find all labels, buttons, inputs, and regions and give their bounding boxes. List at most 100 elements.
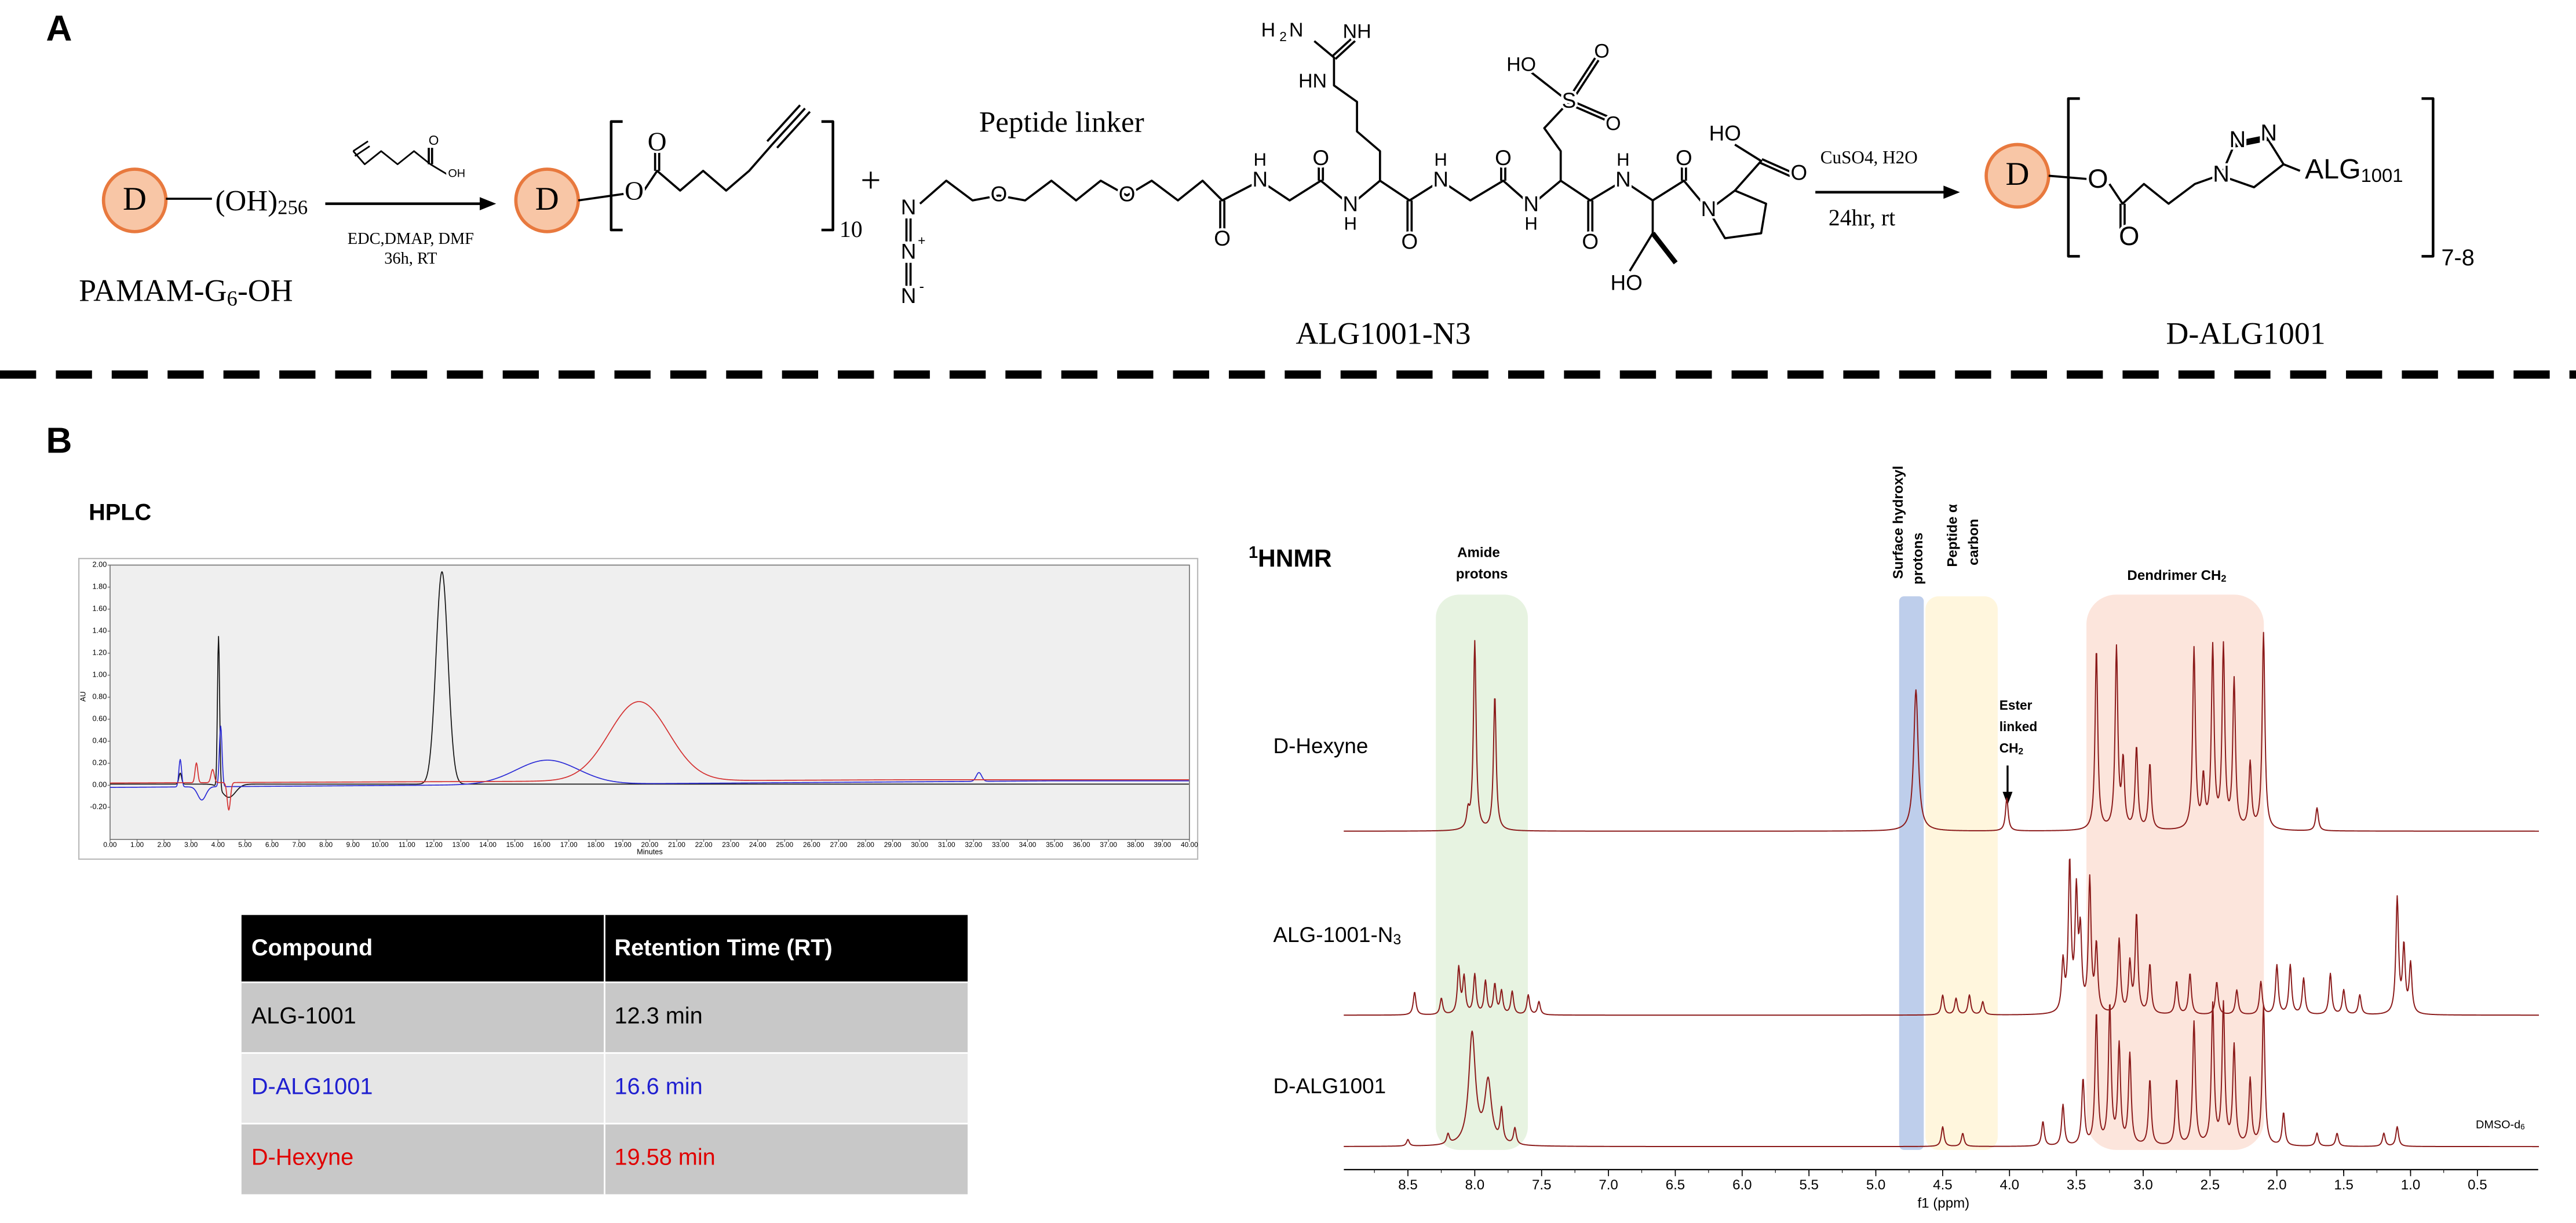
x-tick-label: 0.5 [2468, 1178, 2487, 1193]
x-tick-label: 37.00 [1100, 841, 1117, 849]
atom: HO [1506, 53, 1536, 75]
table-header-cell: Retention Time (RT) [614, 935, 832, 961]
atom: O [1214, 227, 1231, 250]
x-tick-label-part: 27.00 [830, 841, 848, 849]
x-tick-label: 30.00 [911, 841, 928, 849]
atom-part: H [1617, 149, 1630, 170]
atom-part: O [1790, 160, 1807, 184]
x-tick-label: 5.00 [238, 841, 252, 849]
table-cell: D-Hexyne [251, 1145, 353, 1170]
repeat-part: 10 [840, 217, 863, 242]
x-tick-label-part: 36.00 [1073, 841, 1090, 849]
atom-part: N [1615, 167, 1631, 191]
x-tick-label: 18.00 [587, 841, 604, 849]
atom-part: N [1252, 167, 1268, 191]
caption: Peptide linker [979, 106, 1144, 138]
reagent-bond [352, 150, 431, 165]
atom-part: N [901, 284, 917, 308]
y-tick-label: 1.80 [92, 582, 107, 591]
atom-part: HO [1610, 271, 1642, 294]
atom-part: O [1495, 146, 1512, 170]
chromatogram [110, 571, 1189, 798]
atom-part: N [1433, 167, 1448, 191]
x-tick-label-part: 2.00 [158, 841, 172, 849]
atom-part: S [1562, 89, 1577, 112]
x-tick-label: 36.00 [1073, 841, 1090, 849]
atom-part: N [2260, 121, 2277, 146]
x-tick-label-part: 20.00 [641, 841, 659, 849]
region-label-part: Peptide α [1945, 504, 1961, 567]
x-tick-label: 6.0 [1732, 1178, 1752, 1193]
x-tick-label: 40.00 [1181, 841, 1198, 849]
condition-part: EDC,DMAP, DMF [348, 229, 474, 247]
region-dendrimer [2086, 594, 2264, 1150]
y-tick-label: 1.60 [92, 604, 107, 613]
atom-part: O [1312, 146, 1329, 170]
trace-label: D-ALG1001 [1273, 1074, 1386, 1098]
bond [1707, 189, 1767, 239]
x-tick-label: 29.00 [884, 841, 902, 849]
region-label: Amide [1457, 545, 1500, 561]
bond [1651, 232, 1678, 265]
condition: 24hr, rt [1829, 205, 1895, 231]
region-label-part: Surface hydroxyl [1891, 466, 1906, 579]
atom-part: N [901, 195, 917, 219]
axis-label-part: Minutes [637, 848, 663, 856]
hplc-plot [110, 564, 1190, 840]
atom: N [1701, 197, 1717, 221]
x-tick-label: 7.5 [1532, 1178, 1552, 1193]
x-tick-label-part: 5.5 [1799, 1178, 1819, 1193]
atom-part: N [2230, 127, 2246, 152]
bond [2108, 174, 2219, 205]
atom: N [2260, 121, 2277, 146]
atom: H [1344, 214, 1357, 234]
start-group-part: (OH) [215, 185, 278, 217]
repeat: 10 [840, 217, 863, 242]
table-cell-part: 16.6 min [614, 1074, 702, 1100]
bond [1761, 158, 1792, 174]
panel-label-part: B [46, 421, 72, 461]
atom: N [1342, 192, 1358, 216]
annotation: CH2 [1999, 740, 2023, 757]
x-tick-label: 35.00 [1046, 841, 1063, 849]
atom: O [1676, 146, 1692, 170]
solvent-label-part: 6 [2520, 1123, 2525, 1131]
annotation-part: 2 [2019, 747, 2024, 757]
atom: N [901, 239, 917, 263]
x-tick-label: 17.00 [560, 841, 578, 849]
arrow-head [2002, 791, 2013, 805]
nmr-spectrum [1344, 1000, 2539, 1148]
nmr-title-part: HNMR [1258, 545, 1332, 572]
table-cell-part: ALG-1001 [251, 1003, 356, 1029]
x-tick-label-part: 3.0 [2133, 1178, 2153, 1193]
x-tick-label-part: 4.0 [2000, 1178, 2020, 1193]
table-header-cell-part: Retention Time (RT) [614, 935, 832, 961]
annotation: linked [1999, 719, 2038, 734]
x-tick-label: 5.5 [1799, 1178, 1819, 1193]
x-tick-label: 9.00 [346, 841, 360, 849]
x-tick-label: 23.00 [722, 841, 739, 849]
atom: 2 [1279, 29, 1287, 44]
x-tick-label-part: 1.00 [130, 841, 144, 849]
axis-label-part: AU [79, 691, 87, 702]
bond [1567, 103, 1607, 122]
bond [1760, 162, 1790, 177]
y-tick-label-part: 1.80 [92, 582, 107, 591]
bond [1570, 60, 1600, 104]
atom-part: HO [1709, 121, 1741, 145]
x-tick-label: 4.5 [1933, 1178, 1953, 1193]
bracket [610, 120, 623, 232]
bond [643, 144, 773, 192]
x-tick-label: 34.00 [1019, 841, 1037, 849]
table-cell: 19.58 min [614, 1145, 715, 1170]
atom-part: O [1676, 146, 1692, 170]
axis-label-part: f1 (ppm) [1917, 1196, 1969, 1211]
x-tick-label-part: 8.00 [319, 841, 333, 849]
bond [1530, 71, 1570, 103]
x-tick-label: 33.00 [992, 841, 1009, 849]
y-tick-label-part: 0.40 [92, 736, 107, 745]
x-tick-label: 4.00 [211, 841, 225, 849]
atom: O [1582, 229, 1599, 253]
core-label-part: D [2005, 156, 2029, 192]
x-tick-label: 19.00 [614, 841, 632, 849]
